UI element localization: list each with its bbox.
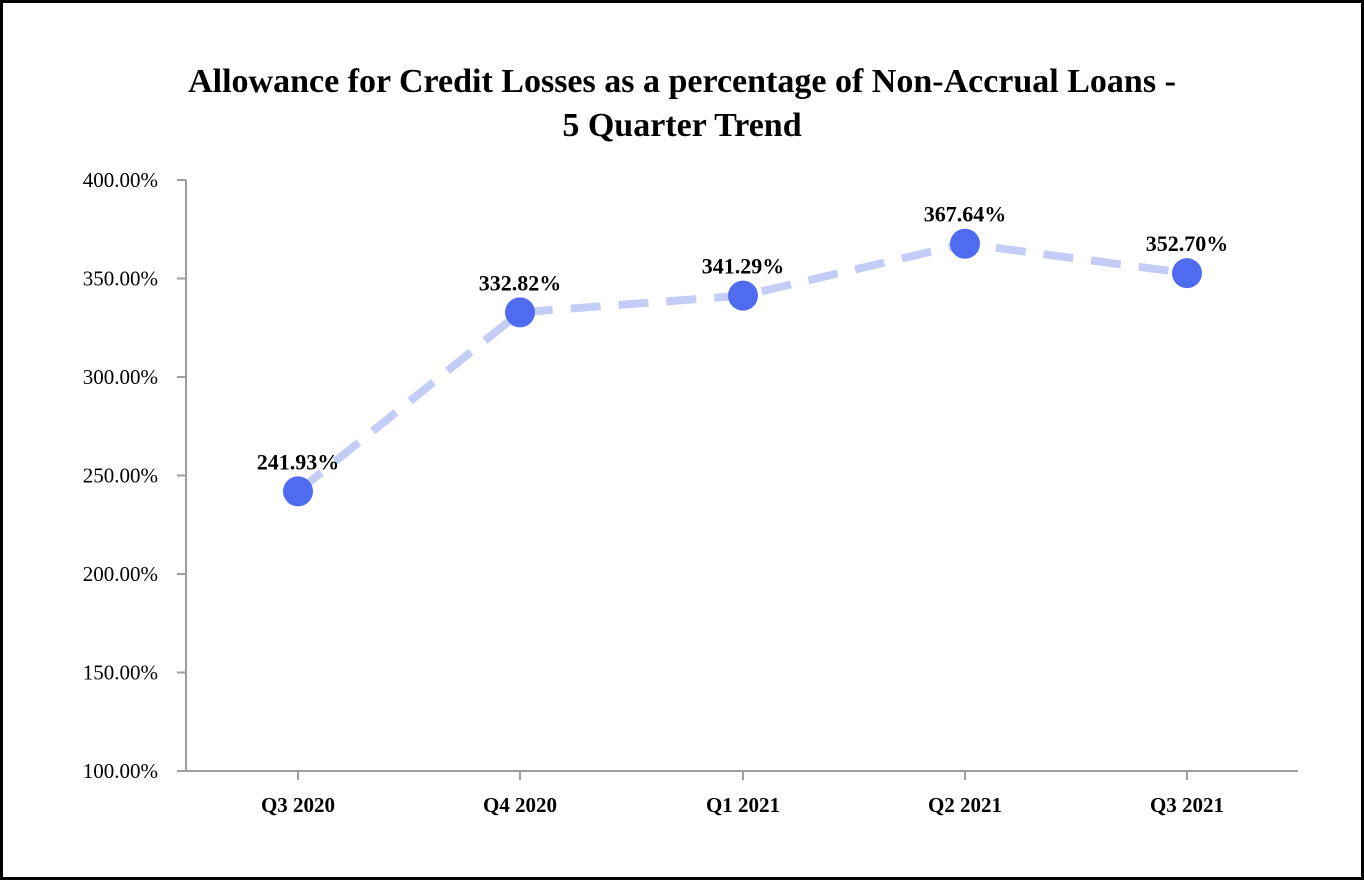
labels-group: 241.93% 332.82% 341.29% 367.64% 352.70%: [257, 202, 1229, 475]
data-label: 341.29%: [702, 254, 785, 279]
axes: 100.00% 150.00% 200.00% 250.00% 300.00% 350.0…: [83, 168, 1298, 817]
data-point-marker: [1172, 258, 1202, 289]
chart-title-line-2: 5 Quarter Trend: [562, 107, 802, 144]
data-label: 332.82%: [479, 270, 562, 295]
data-label: 367.64%: [924, 202, 1007, 227]
y-tick-label: 250.00%: [83, 464, 158, 488]
x-tick-label: Q1 2021: [706, 793, 780, 817]
x-tick-label: Q4 2020: [483, 793, 557, 817]
data-point-marker: [950, 228, 980, 259]
y-tick-label: 350.00%: [83, 267, 158, 291]
data-point-marker: [728, 280, 758, 311]
y-tick-label: 300.00%: [83, 365, 158, 389]
y-tick-label: 150.00%: [83, 661, 158, 685]
data-point-marker: [283, 476, 313, 507]
x-tick-label: Q3 2020: [261, 793, 335, 817]
y-tick-label: 100.00%: [83, 759, 158, 783]
data-label: 352.70%: [1146, 231, 1229, 256]
x-tick-label: Q3 2021: [1150, 793, 1224, 817]
y-tick-label: 200.00%: [83, 562, 158, 586]
markers-group: [283, 228, 1202, 507]
chart-title: Allowance for Credit Losses as a percent…: [0, 60, 1364, 148]
x-tick-label: Q2 2021: [928, 793, 1002, 817]
y-tick-label: 400.00%: [83, 168, 158, 192]
data-label: 241.93%: [257, 449, 340, 474]
chart-title-line-1: Allowance for Credit Losses as a percent…: [188, 63, 1176, 100]
data-point-marker: [505, 297, 535, 328]
